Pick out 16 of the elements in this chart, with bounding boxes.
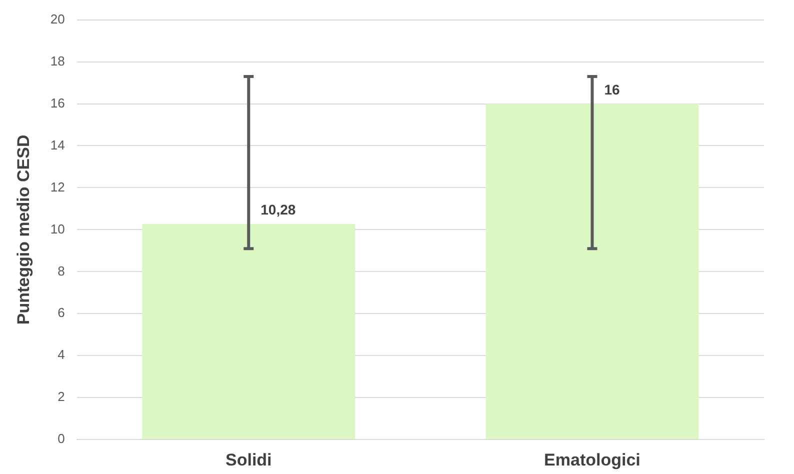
y-tick-label: 8 <box>58 263 65 278</box>
y-tick-label: 16 <box>50 95 65 110</box>
data-label: 10,28 <box>260 202 296 218</box>
x-tick-label: Ematologici <box>544 450 640 470</box>
y-tick-label: 4 <box>58 347 65 362</box>
y-tick-label: 6 <box>58 305 65 320</box>
y-tick-label: 2 <box>58 389 65 404</box>
y-tick-label: 0 <box>58 431 65 446</box>
y-tick-label: 18 <box>50 53 65 68</box>
y-tick-label: 20 <box>50 11 65 26</box>
y-tick-label: 10 <box>50 221 65 236</box>
y-tick-label: 12 <box>50 179 65 194</box>
x-tick-label: Solidi <box>226 450 272 470</box>
y-tick-label: 14 <box>50 137 65 152</box>
y-axis-title: Punteggio medio CESD <box>14 134 33 325</box>
data-label: 16 <box>604 82 620 98</box>
